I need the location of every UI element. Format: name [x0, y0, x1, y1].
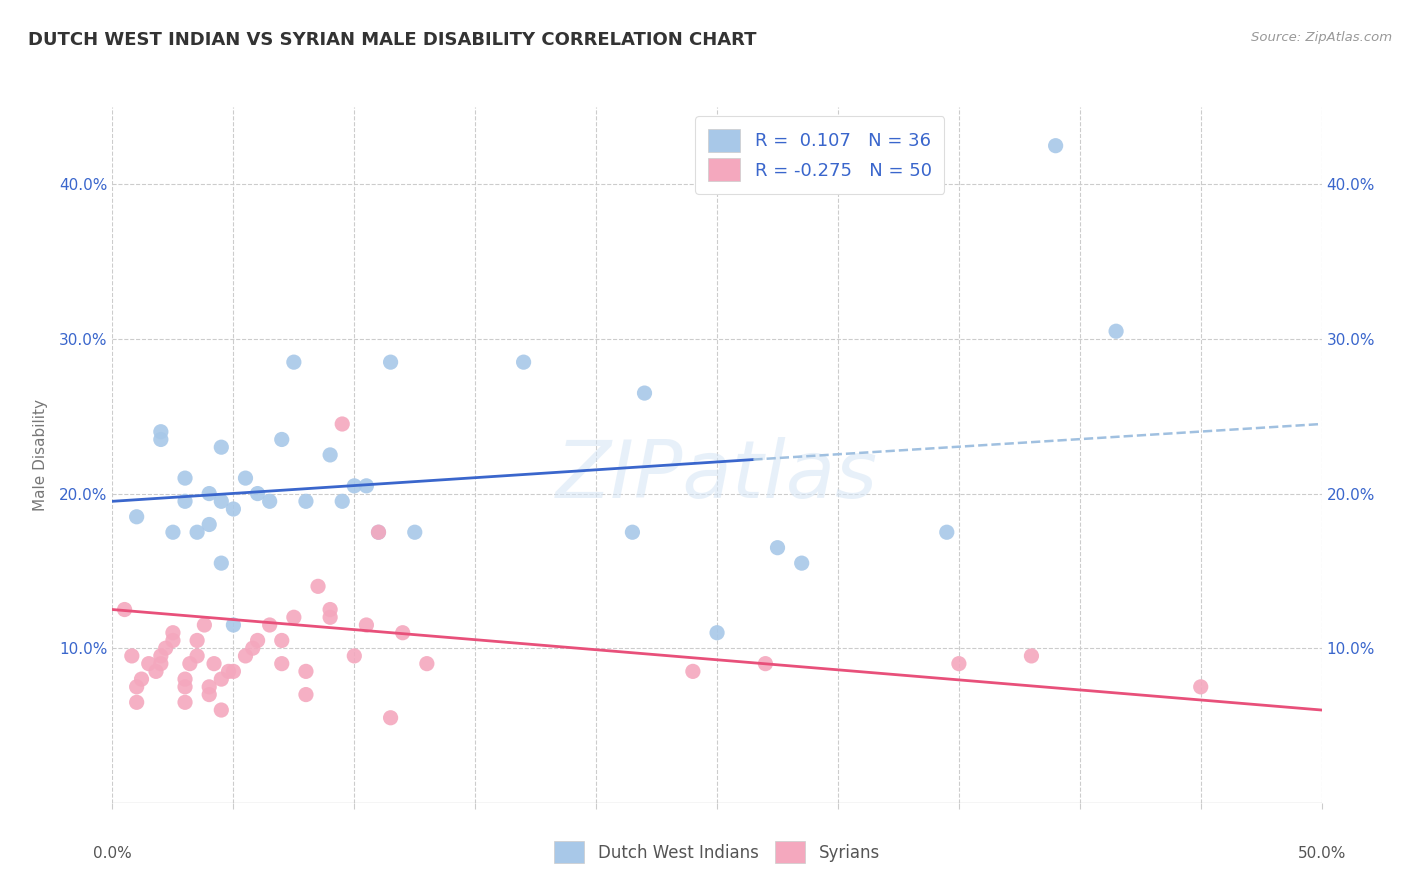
Point: [193, 618, 215, 632]
Point: [121, 648, 143, 663]
Point: [1021, 648, 1043, 663]
Point: [198, 517, 221, 532]
Point: [218, 665, 240, 679]
Point: [512, 355, 534, 369]
Point: [186, 525, 208, 540]
Point: [125, 695, 148, 709]
Point: [307, 579, 329, 593]
Point: [198, 680, 221, 694]
Point: [766, 541, 789, 555]
Point: [131, 672, 153, 686]
Point: [1045, 138, 1067, 153]
Point: [330, 417, 353, 431]
Point: [633, 386, 655, 401]
Point: [162, 625, 184, 640]
Point: [209, 672, 232, 686]
Point: [367, 525, 389, 540]
Point: [270, 633, 292, 648]
Point: [149, 433, 172, 447]
Point: [270, 657, 292, 671]
Point: [706, 625, 728, 640]
Point: [174, 672, 197, 686]
Point: [149, 657, 172, 671]
Point: [621, 525, 644, 540]
Point: [319, 610, 342, 624]
Point: [235, 648, 257, 663]
Point: [242, 641, 264, 656]
Point: [295, 494, 318, 508]
Point: [790, 556, 813, 570]
Point: [174, 695, 197, 709]
Point: [145, 665, 167, 679]
Point: [270, 433, 292, 447]
Point: [319, 448, 342, 462]
Point: [259, 494, 281, 508]
Point: [367, 525, 389, 540]
Point: [179, 657, 201, 671]
Point: [380, 711, 402, 725]
Point: [209, 494, 232, 508]
Point: [343, 479, 366, 493]
Point: [416, 657, 439, 671]
Point: [222, 665, 245, 679]
Point: [174, 494, 197, 508]
Point: [935, 525, 957, 540]
Point: [283, 355, 305, 369]
Text: ZIPatlas: ZIPatlas: [555, 437, 879, 515]
Point: [283, 610, 305, 624]
Point: [235, 471, 257, 485]
Point: [186, 648, 208, 663]
Point: [222, 618, 245, 632]
Point: [125, 680, 148, 694]
Text: Source: ZipAtlas.com: Source: ZipAtlas.com: [1251, 31, 1392, 45]
Point: [155, 641, 177, 656]
Point: [162, 633, 184, 648]
Point: [149, 425, 172, 439]
Point: [330, 494, 353, 508]
Point: [198, 688, 221, 702]
Point: [356, 479, 378, 493]
Point: [295, 688, 318, 702]
Point: [138, 657, 160, 671]
Legend: Dutch West Indians, Syrians: Dutch West Indians, Syrians: [543, 830, 891, 874]
Point: [356, 618, 378, 632]
Text: 0.0%: 0.0%: [93, 847, 132, 861]
Point: [209, 703, 232, 717]
Point: [149, 648, 172, 663]
Point: [198, 486, 221, 500]
Point: [186, 633, 208, 648]
Point: [295, 665, 318, 679]
Point: [1105, 324, 1128, 338]
Point: [209, 440, 232, 454]
Point: [209, 556, 232, 570]
Point: [246, 486, 269, 500]
Point: [391, 625, 413, 640]
Point: [380, 355, 402, 369]
Point: [319, 602, 342, 616]
Point: [246, 633, 269, 648]
Point: [259, 618, 281, 632]
Point: [125, 509, 148, 524]
Point: [114, 602, 136, 616]
Point: [948, 657, 970, 671]
Point: [202, 657, 225, 671]
Point: [404, 525, 426, 540]
Point: [174, 471, 197, 485]
Point: [754, 657, 776, 671]
Text: 50.0%: 50.0%: [1298, 847, 1346, 861]
Point: [1189, 680, 1212, 694]
Point: [162, 525, 184, 540]
Point: [343, 648, 366, 663]
Text: DUTCH WEST INDIAN VS SYRIAN MALE DISABILITY CORRELATION CHART: DUTCH WEST INDIAN VS SYRIAN MALE DISABIL…: [28, 31, 756, 49]
Point: [222, 502, 245, 516]
Point: [682, 665, 704, 679]
Y-axis label: Male Disability: Male Disability: [32, 399, 48, 511]
Point: [174, 680, 197, 694]
